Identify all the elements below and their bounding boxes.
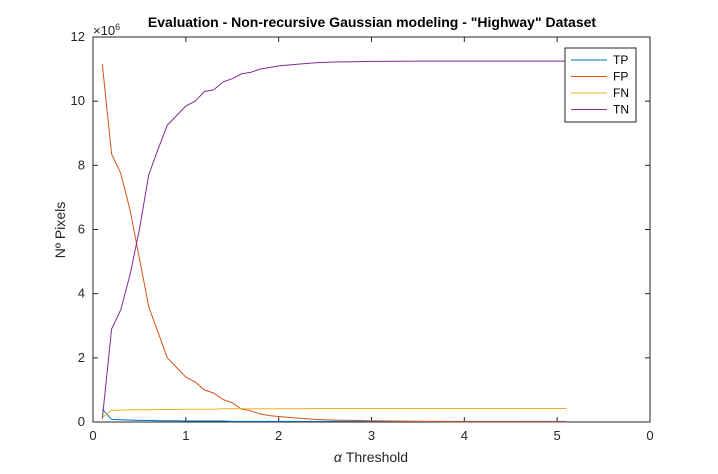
x-tick-label-0: 0 xyxy=(89,428,96,443)
legend-label-tp: TP xyxy=(613,53,628,67)
svg-text:×106: ×106 xyxy=(93,22,120,38)
y-tick-label-3: 6 xyxy=(78,222,85,237)
y-axis-label: Nº Pixels xyxy=(52,202,68,258)
y-exponent-label: ×106 xyxy=(93,22,120,38)
axes-box xyxy=(92,36,651,423)
legend-label-fn: FN xyxy=(613,86,629,100)
y-tick-label-5: 10 xyxy=(71,93,85,108)
y-exponent-base: ×10 xyxy=(93,23,115,38)
legend: TP FP FN TN xyxy=(564,47,637,123)
y-tick-label-2: 4 xyxy=(78,286,85,301)
x-tick-label-6: 0 xyxy=(646,428,653,443)
y-tick-label-1: 2 xyxy=(78,350,85,365)
series-line-tn xyxy=(101,60,567,419)
x-axis-label: α Threshold xyxy=(334,449,408,465)
x-tick-label-3: 3 xyxy=(368,428,375,443)
series-line-fn xyxy=(102,408,567,418)
x-tick-label-5: 5 xyxy=(554,428,561,443)
x-tick-label-1: 1 xyxy=(182,428,189,443)
x-axis-label-text: Threshold xyxy=(342,449,408,465)
y-tick-label-0: 0 xyxy=(78,414,85,429)
legend-label-fp: FP xyxy=(613,70,628,84)
y-tick-label-4: 8 xyxy=(78,157,85,172)
x-tick-label-4: 4 xyxy=(461,428,468,443)
x-axis-label-symbol: α xyxy=(334,449,343,465)
series-line-fp xyxy=(101,64,567,423)
x-tick-label-2: 2 xyxy=(275,428,282,443)
series-line-tp xyxy=(101,408,567,422)
y-exponent-power: 6 xyxy=(115,22,120,32)
y-tick-label-6: 12 xyxy=(71,29,85,44)
legend-label-tn: TN xyxy=(613,103,629,117)
chart-title: Evaluation - Non-recursive Gaussian mode… xyxy=(148,14,596,30)
